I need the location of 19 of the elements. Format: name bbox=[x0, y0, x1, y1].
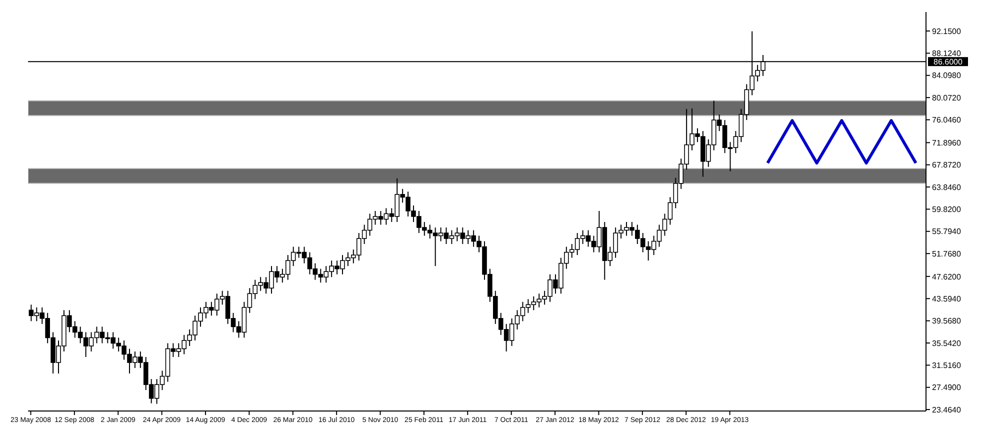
y-tick-label: 76.0460 bbox=[932, 116, 962, 125]
y-tick-label: 51.7680 bbox=[932, 249, 962, 258]
y-tick-label: 80.0720 bbox=[932, 93, 962, 102]
y-tick-label: 59.8200 bbox=[932, 205, 962, 214]
y-tick-label: 67.8720 bbox=[932, 160, 962, 170]
y-tick-label: 35.5420 bbox=[932, 338, 962, 348]
y-tick-label: 88.1240 bbox=[932, 49, 962, 58]
y-tick-label: 23.4640 bbox=[932, 405, 962, 414]
y-tick-label: 39.5680 bbox=[932, 316, 962, 326]
y-tick-label: 27.4900 bbox=[932, 383, 962, 392]
ref-line-label: 86.6000 bbox=[934, 58, 964, 67]
y-tick-label: 55.7940 bbox=[932, 227, 962, 236]
y-tick-label: 43.5940 bbox=[932, 294, 962, 304]
y-tick-label: 47.6200 bbox=[932, 272, 962, 282]
y-tick-label: 84.0980 bbox=[932, 71, 962, 80]
y-tick-label: 71.8960 bbox=[932, 138, 962, 148]
y-tick-label: 63.8460 bbox=[932, 182, 962, 192]
y-tick-label: 92.1500 bbox=[932, 26, 962, 36]
y-tick-label: 31.5160 bbox=[932, 361, 962, 370]
